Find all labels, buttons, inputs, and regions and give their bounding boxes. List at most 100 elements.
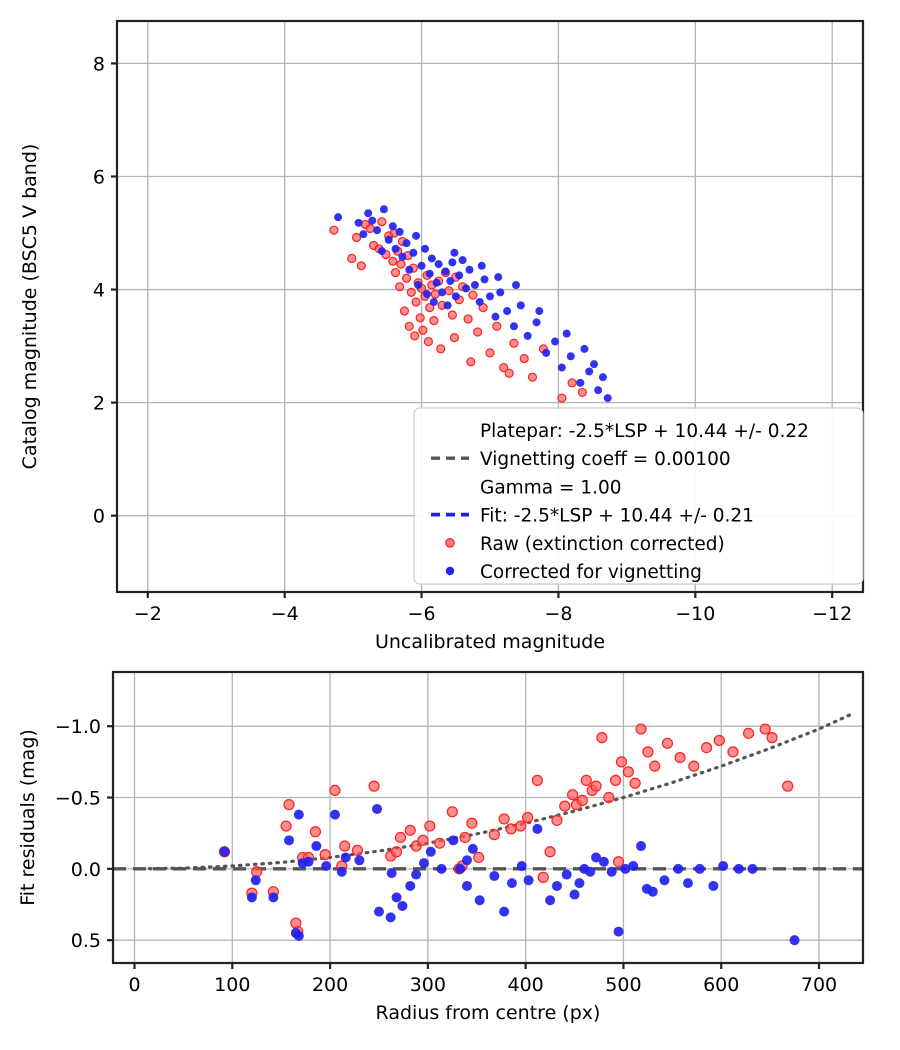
data-point — [412, 231, 421, 240]
data-point — [523, 875, 534, 886]
legend-item[interactable]: Corrected for vignetting — [445, 562, 702, 583]
data-point — [391, 244, 400, 253]
data-point — [499, 362, 509, 373]
legend-box — [413, 407, 864, 585]
legend-item[interactable]: Gamma = 1.00 — [480, 477, 622, 498]
data-point — [406, 287, 416, 297]
data-point — [450, 248, 459, 257]
data-point — [585, 866, 596, 877]
data-point — [448, 258, 457, 267]
data-point — [569, 889, 580, 900]
data-point — [447, 310, 457, 320]
data-point — [727, 746, 739, 758]
legend-item[interactable]: Vignetting coeff = 0.00100 — [431, 449, 731, 470]
data-point — [574, 878, 585, 889]
data-point — [545, 895, 556, 906]
data-point — [293, 930, 304, 941]
data-point — [535, 307, 544, 316]
data-point — [489, 870, 500, 881]
data-point — [789, 935, 800, 946]
data-point — [557, 363, 566, 372]
data-point — [576, 794, 588, 806]
data-point — [446, 277, 455, 286]
data-point — [351, 844, 364, 856]
data-point — [488, 829, 500, 841]
y-tick-label: 8 — [93, 53, 105, 75]
vignetting-curve — [132, 711, 855, 871]
legend-dot-blue-icon — [445, 566, 455, 576]
data-point — [485, 348, 495, 358]
data-point — [429, 316, 439, 326]
data-point — [373, 226, 382, 235]
plot-area — [329, 205, 612, 439]
data-point — [319, 848, 331, 861]
data-point — [436, 344, 446, 354]
data-point — [576, 378, 585, 387]
data-point — [615, 756, 628, 768]
data-point — [610, 774, 622, 787]
data-point — [417, 834, 429, 846]
data-point — [329, 809, 340, 820]
series-raw — [218, 723, 794, 938]
data-point — [429, 297, 438, 306]
data-point — [390, 267, 401, 278]
data-point — [385, 912, 396, 923]
data-point — [557, 393, 567, 403]
data-point — [388, 256, 398, 266]
legend-item[interactable]: Fit: -2.5*LSP + 10.44 +/- 0.21 — [431, 506, 754, 527]
gridlines — [117, 21, 863, 592]
x-tick-label: 600 — [703, 974, 739, 996]
data-point — [782, 780, 794, 792]
x-axis-title: Radius from centre (px) — [376, 1002, 601, 1024]
data-point — [544, 846, 556, 858]
data-point — [590, 360, 599, 369]
data-point — [562, 329, 571, 338]
x-tick-label: 300 — [410, 974, 446, 996]
data-point — [434, 260, 443, 269]
data-point — [688, 760, 700, 772]
y-tick-label: −1.0 — [55, 716, 101, 738]
data-point — [649, 760, 661, 772]
legend-item-label: Platepar: -2.5*LSP + 10.44 +/- 0.22 — [480, 421, 809, 442]
data-point — [246, 892, 257, 903]
data-point — [628, 861, 639, 871]
data-point — [410, 331, 420, 341]
legend-item[interactable]: Raw (extinction corrected) — [445, 534, 725, 555]
data-point — [404, 321, 414, 331]
data-point — [409, 248, 418, 257]
legend: Platepar: -2.5*LSP + 10.44 +/- 0.22 Vigne… — [413, 407, 864, 585]
x-tick-label: 200 — [312, 974, 348, 996]
data-point — [516, 301, 525, 310]
data-point — [473, 851, 485, 864]
x-axis-title: Uncalibrated magnitude — [375, 631, 605, 653]
data-point — [492, 321, 502, 331]
data-point — [747, 863, 758, 874]
plot-frame — [111, 670, 865, 965]
data-point — [766, 732, 778, 744]
data-point — [438, 288, 447, 297]
data-point — [622, 766, 634, 778]
x-tick-label: 700 — [801, 974, 837, 996]
data-point — [596, 732, 608, 744]
data-point — [459, 831, 471, 844]
data-point — [467, 843, 478, 854]
data-point — [424, 820, 436, 832]
y-tick-label: 0 — [93, 506, 105, 528]
series-corrected — [334, 205, 612, 403]
data-point — [340, 852, 351, 863]
data-point — [504, 368, 514, 378]
data-point — [475, 297, 484, 306]
data-point — [585, 367, 594, 376]
data-point — [733, 863, 744, 874]
legend-item-label: Fit: -2.5*LSP + 10.44 +/- 0.21 — [480, 506, 754, 527]
data-point — [466, 817, 478, 829]
y-tick-label: 0.0 — [71, 859, 101, 881]
data-point — [396, 259, 406, 269]
data-point — [430, 289, 440, 299]
data-point — [470, 281, 479, 290]
data-point — [283, 799, 295, 811]
legend-item-label: Vignetting coeff = 0.00100 — [480, 449, 731, 470]
data-point — [444, 286, 454, 296]
legend-item[interactable]: Platepar: -2.5*LSP + 10.44 +/- 0.22 — [480, 421, 809, 442]
